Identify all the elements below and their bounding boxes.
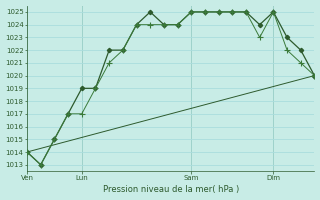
X-axis label: Pression niveau de la mer( hPa ): Pression niveau de la mer( hPa ) xyxy=(103,185,239,194)
